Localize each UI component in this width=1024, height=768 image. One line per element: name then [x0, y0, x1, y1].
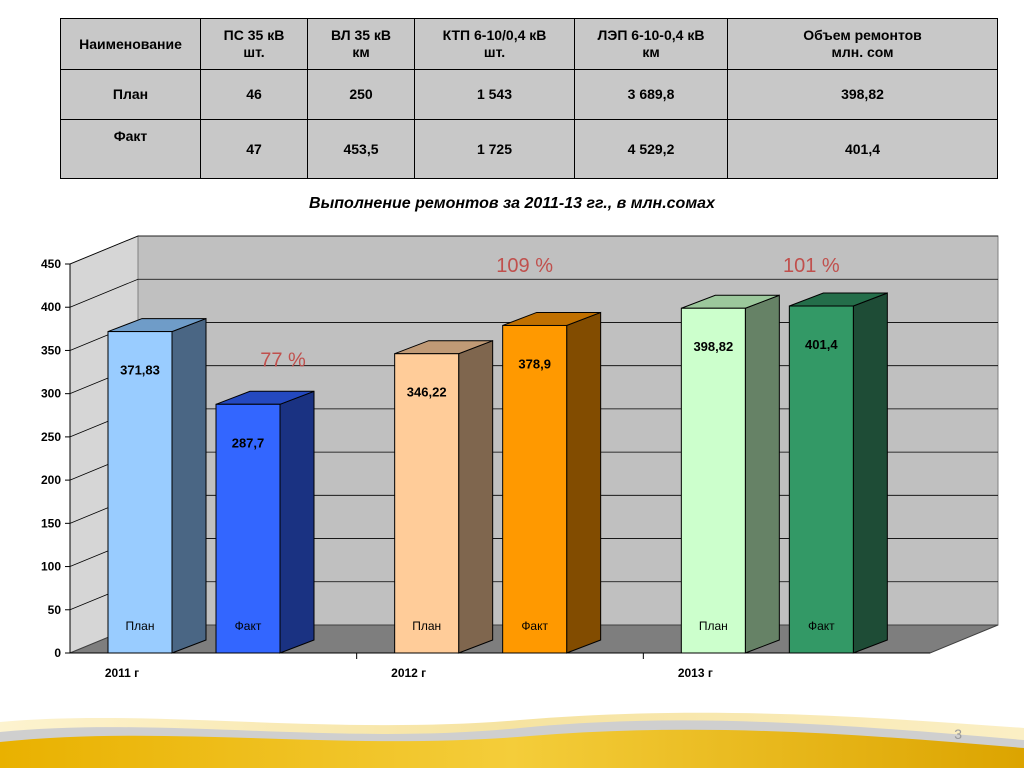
y-tick-label: 0: [54, 646, 61, 660]
chart-title: Выполнение ремонтов за 2011-13 гг., в мл…: [309, 195, 715, 212]
y-tick-label: 200: [41, 473, 61, 487]
page-number: 3: [954, 726, 962, 742]
y-tick-label: 400: [41, 300, 61, 314]
bar-side: [566, 311, 602, 654]
table-row-fact: Факт 47 453,5 1 725 4 529,2 401,4: [60, 119, 998, 179]
bar-side: [458, 339, 494, 654]
bar-side: [852, 292, 888, 654]
y-tick-label: 150: [41, 516, 61, 530]
table-cell: 398,82: [727, 69, 998, 120]
bar-front: [680, 307, 746, 654]
bar-series-label: Факт: [808, 619, 835, 633]
header-repair-volume: Объем ремонтов млн. сом: [727, 18, 998, 70]
bar-value-label: 346,22: [407, 385, 447, 400]
bar-plan-3: [680, 294, 780, 654]
bar-series-label: План: [126, 619, 155, 633]
header-lep: ЛЭП 6-10-0,4 кВ км: [574, 18, 728, 70]
y-tick-label: 50: [48, 603, 62, 617]
gridline: [69, 235, 998, 265]
bar-side: [279, 390, 315, 654]
x-category-label: 2012 г: [391, 666, 426, 680]
bar-fact-1: [215, 390, 315, 654]
bar-front: [394, 353, 460, 654]
bar-plan-1: [107, 317, 207, 654]
bar-front: [107, 331, 173, 654]
percent-label: 109 %: [496, 255, 553, 277]
header-name: Наименование: [60, 18, 201, 70]
bar-side: [744, 294, 780, 654]
bar-front: [788, 305, 854, 654]
x-category-label: 2011 г: [105, 666, 139, 680]
table-cell: 1 543: [414, 69, 575, 120]
table-cell: 46: [200, 69, 308, 120]
y-tick-label: 250: [41, 430, 61, 444]
y-tick-label: 100: [41, 560, 61, 574]
x-category-label: 2013 г: [678, 666, 713, 680]
bar-front: [502, 324, 568, 654]
bar-plan-2: [394, 339, 494, 654]
bar-value-label: 371,83: [120, 363, 160, 378]
y-tick-label: 300: [41, 387, 61, 401]
bar-value-label: 378,9: [518, 356, 551, 371]
table-cell: 3 689,8: [574, 69, 728, 120]
bar-series-label: Факт: [521, 619, 548, 633]
table-cell: Факт: [60, 119, 201, 179]
chart-labels: 2011 г 371,83 План 287,7 Факт 2012 г 346,22 Пла…: [105, 255, 840, 680]
percent-label: 77 %: [260, 349, 306, 371]
table-cell: 1 725: [414, 119, 575, 179]
bar-side: [171, 317, 207, 654]
table-cell: 453,5: [307, 119, 415, 179]
gridline: [69, 278, 998, 308]
footer-wave-decoration: [0, 712, 1024, 768]
table-cell: План: [60, 69, 201, 120]
table-header-row: Наименование ПС 35 кВ шт. ВЛ 35 кВ км КТП …: [60, 18, 998, 70]
bar-value-label: 287,7: [232, 435, 265, 450]
y-tick-label: 350: [41, 343, 61, 357]
header-ps35: ПС 35 кВ шт.: [200, 18, 308, 70]
bar-value-label: 398,82: [693, 339, 733, 354]
summary-table: Наименование ПС 35 кВ шт. ВЛ 35 кВ км КТП …: [60, 18, 998, 179]
footer-wave-gold: [0, 729, 1024, 768]
chart-axes: 0 50 100 150 200 250 300 350 400 450: [41, 257, 930, 660]
header-ktp: КТП 6-10/0,4 кВ шт.: [414, 18, 575, 70]
y-tick-label: 450: [41, 257, 61, 271]
bar-series-label: Факт: [235, 619, 262, 633]
bar-value-label: 401,4: [805, 337, 838, 352]
table-cell: 401,4: [727, 119, 998, 179]
chart-bars: [107, 292, 888, 654]
table-cell: 47: [200, 119, 308, 179]
table-cell: 4 529,2: [574, 119, 728, 179]
bar-series-label: План: [412, 619, 441, 633]
bar-front: [215, 403, 281, 654]
bar-series-label: План: [699, 619, 728, 633]
bar-fact-2: [502, 311, 602, 654]
bar-fact-3: [788, 292, 888, 654]
percent-label: 101 %: [783, 255, 840, 277]
